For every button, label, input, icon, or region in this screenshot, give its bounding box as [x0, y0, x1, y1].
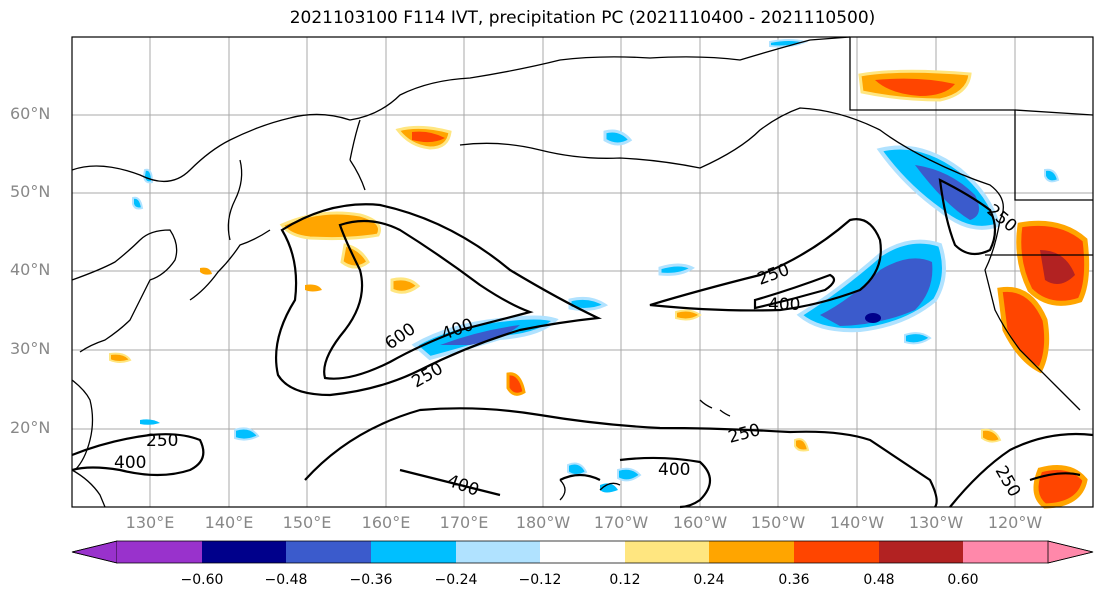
colorbar-segment	[879, 541, 963, 563]
longitude-label: 120°W	[987, 513, 1043, 532]
colorbar-tick-label: 0.12	[609, 572, 641, 588]
longitude-label: 140°E	[204, 513, 254, 532]
colorbar-segment	[794, 541, 879, 563]
longitude-label: 140°W	[829, 513, 885, 532]
longitude-label: 160°W	[672, 513, 728, 532]
colorbar-segment	[71, 540, 118, 564]
contour-label: 250	[146, 431, 178, 451]
colorbar-tick-label: −0.48	[264, 572, 308, 588]
ivt-contours	[71, 178, 1094, 509]
latitude-label: 60°N	[10, 104, 51, 123]
colorbar-segment	[709, 541, 794, 563]
contour-label: 250	[755, 260, 792, 290]
map-title: 2021103100 F114 IVT, precipitation PC (2…	[289, 8, 876, 28]
latitude-label: 30°N	[10, 339, 51, 358]
precip-positive-anomalies	[109, 69, 1090, 509]
longitude-label: 150°W	[750, 513, 806, 532]
longitude-label: 130°E	[125, 513, 175, 532]
longitude-label: 160°E	[361, 513, 411, 532]
colorbar-segment	[117, 541, 202, 563]
colorbar-segment	[1047, 540, 1094, 564]
longitude-label: 180°W	[515, 513, 571, 532]
contour-label: 400	[768, 295, 800, 315]
coastlines	[71, 36, 1094, 508]
ivt-contour-labels: 250 400 600 400 250 250 400 250 400 400 …	[114, 201, 1024, 501]
precip-negative-anomalies	[132, 39, 1060, 493]
colorbar-segment	[202, 541, 286, 563]
colorbar	[71, 540, 1094, 564]
colorbar-tick-label: 0.36	[778, 572, 810, 588]
colorbar-tick-label: −0.60	[180, 572, 224, 588]
colorbar-tick-label: 0.48	[863, 572, 895, 588]
longitude-label: 170°W	[593, 513, 649, 532]
colorbar-tick-label: −0.12	[518, 572, 562, 588]
colorbar-segment	[963, 541, 1048, 563]
contour-label: 250	[409, 359, 447, 393]
colorbar-tick-label: 0.60	[947, 572, 979, 588]
latitude-label: 40°N	[10, 260, 51, 279]
contour-label: 250	[991, 463, 1025, 501]
contour-label: 400	[114, 453, 146, 473]
colorbar-segment	[286, 541, 371, 563]
latitude-label: 20°N	[10, 418, 51, 437]
longitude-label: 130°W	[908, 513, 964, 532]
contour-label: 400	[658, 460, 690, 480]
longitude-label: 170°E	[439, 513, 489, 532]
contour-label: 250	[726, 420, 763, 448]
colorbar-segment	[625, 541, 709, 563]
colorbar-segment	[456, 541, 540, 563]
longitude-label: 150°E	[282, 513, 332, 532]
colorbar-segment	[540, 541, 625, 563]
colorbar-segment	[371, 541, 456, 563]
colorbar-tick-label: 0.24	[693, 572, 725, 588]
contour-label: 400	[444, 471, 481, 501]
plot-frame	[71, 36, 1094, 508]
latitude-label: 50°N	[10, 182, 51, 201]
colorbar-tick-label: −0.24	[434, 572, 478, 588]
colorbar-tick-label: −0.36	[349, 572, 393, 588]
